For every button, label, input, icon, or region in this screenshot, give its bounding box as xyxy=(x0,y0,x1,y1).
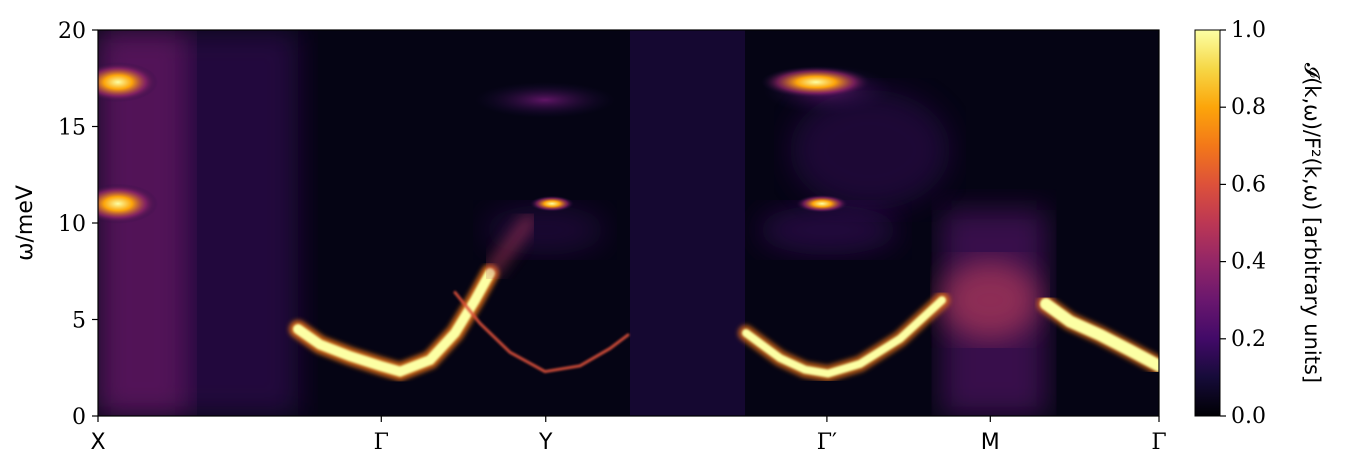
flat-mode-spot xyxy=(98,62,158,103)
heatmap-area xyxy=(98,30,1159,416)
band-segment xyxy=(742,296,946,378)
colorbar-tick-label: 0.4 xyxy=(1231,250,1266,275)
y-tick-label: 0 xyxy=(72,405,86,430)
flat-mode-spot xyxy=(530,195,574,212)
colorbar-tick-label: 0.8 xyxy=(1231,95,1266,120)
y-tick-label: 10 xyxy=(58,212,86,237)
x-axis: X Γ Y Γ′ M Γ xyxy=(90,416,1167,455)
flat-mode-spot xyxy=(796,194,848,213)
colorbar-ticks: 0.0 0.2 0.4 0.6 0.8 1.0 xyxy=(1220,18,1266,429)
band-segment xyxy=(453,290,630,374)
colorbar-tick-label: 1.0 xyxy=(1231,18,1266,43)
y-tick-label: 5 xyxy=(72,309,86,334)
flat-mode-spot xyxy=(98,183,158,224)
band-segment xyxy=(485,214,535,279)
colorbar-tick-label: 0.2 xyxy=(1231,327,1266,352)
x-tick-label: Γ′ xyxy=(817,430,837,455)
y-axis-label: ω/meV xyxy=(13,185,38,261)
colorbar-tick-label: 0.6 xyxy=(1231,172,1266,197)
x-tick-label: Y xyxy=(538,430,553,455)
x-tick-label: Γ xyxy=(374,430,389,455)
y-tick-label: 20 xyxy=(58,19,86,44)
band-segment xyxy=(1040,298,1159,372)
colorbar-label: 𝓘(k,ω)/F²(k,ω) [arbitrary units] xyxy=(1300,63,1324,383)
flat-mode-spot xyxy=(761,66,871,99)
colorbar-tick-label: 0.0 xyxy=(1231,404,1266,429)
dispersion-bands xyxy=(289,214,1159,382)
x-tick-label: X xyxy=(90,430,105,455)
x-tick-label: Γ xyxy=(1151,430,1166,455)
y-tick-label: 15 xyxy=(58,116,86,141)
y-axis: 0 5 10 15 20 xyxy=(58,19,98,430)
flat-modes xyxy=(98,62,871,224)
x-tick-label: M xyxy=(981,430,1000,455)
colorbar xyxy=(1194,29,1221,417)
